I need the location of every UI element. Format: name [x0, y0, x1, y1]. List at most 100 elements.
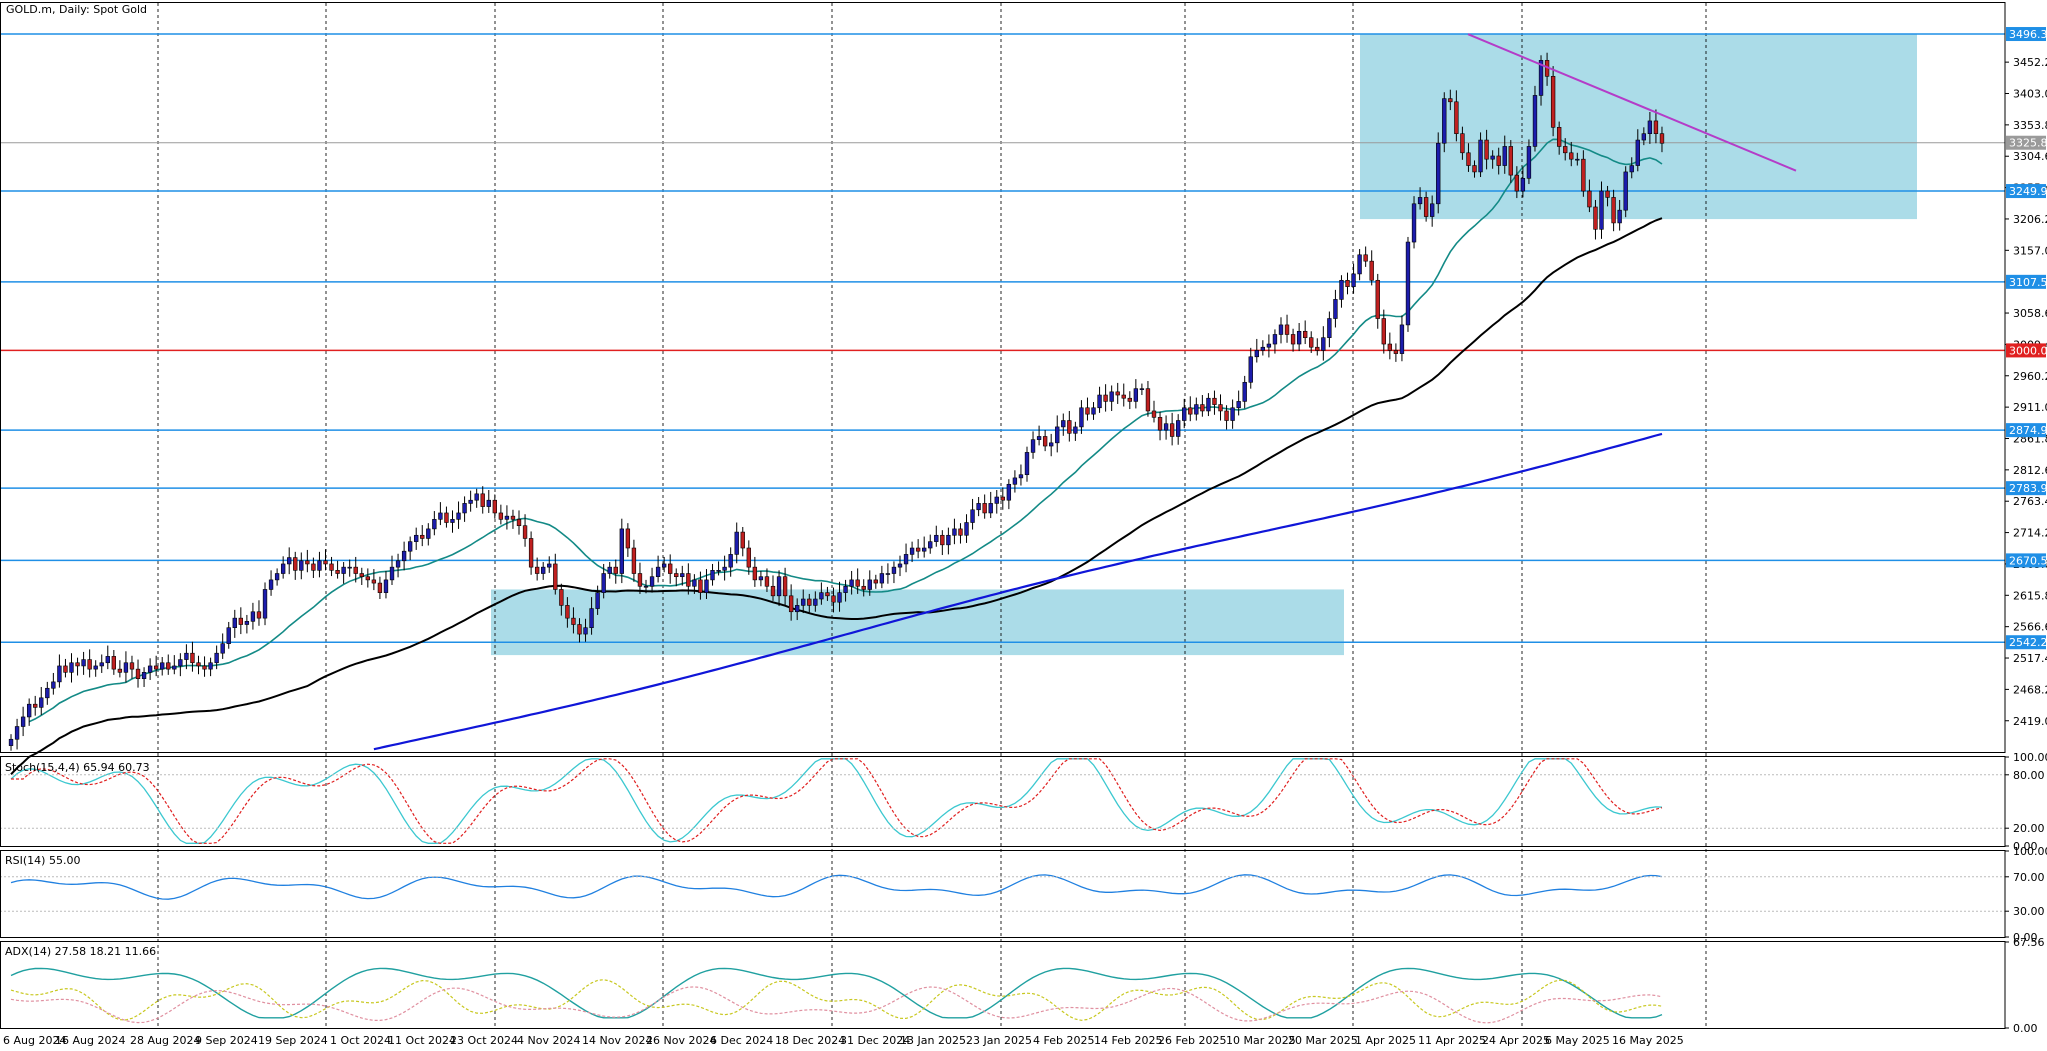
candle-body[interactable]: [946, 534, 951, 546]
candle-body[interactable]: [63, 665, 68, 673]
candle-body[interactable]: [1502, 146, 1507, 166]
candle-body[interactable]: [262, 589, 268, 619]
candle-body[interactable]: [1030, 439, 1036, 453]
candle-body[interactable]: [795, 605, 800, 613]
candle-body[interactable]: [1145, 388, 1151, 412]
candle-body[interactable]: [456, 512, 461, 520]
candle-body[interactable]: [287, 557, 292, 565]
candle-body[interactable]: [1429, 203, 1435, 217]
candle-body[interactable]: [1194, 404, 1199, 415]
candle-body[interactable]: [1296, 330, 1302, 345]
candle-body[interactable]: [377, 582, 383, 593]
candle-body[interactable]: [1284, 324, 1290, 335]
candle-body[interactable]: [1200, 404, 1205, 412]
candle-body[interactable]: [486, 499, 491, 507]
candle-body[interactable]: [196, 662, 201, 667]
candle-body[interactable]: [426, 528, 431, 539]
candle-body[interactable]: [607, 566, 612, 574]
candle-body[interactable]: [39, 697, 44, 708]
candle-body[interactable]: [728, 554, 733, 568]
candle-body[interactable]: [595, 592, 600, 609]
candle-body[interactable]: [819, 592, 824, 600]
candle-body[interactable]: [160, 662, 165, 670]
candle-body[interactable]: [244, 621, 250, 625]
candle-body[interactable]: [909, 547, 915, 555]
candle-body[interactable]: [752, 566, 758, 581]
candle-body[interactable]: [498, 512, 504, 520]
candle-body[interactable]: [1097, 394, 1102, 409]
candle-body[interactable]: [831, 595, 836, 603]
candle-body[interactable]: [668, 563, 673, 574]
candle-body[interactable]: [1472, 165, 1477, 173]
candle-body[interactable]: [1478, 139, 1483, 173]
candle-body[interactable]: [613, 566, 618, 574]
candle-body[interactable]: [1109, 391, 1114, 402]
candle-body[interactable]: [952, 528, 957, 536]
candle-body[interactable]: [843, 585, 848, 593]
candle-body[interactable]: [1629, 165, 1634, 173]
candle-body[interactable]: [1647, 120, 1653, 134]
candle-body[interactable]: [1611, 197, 1616, 224]
candle-body[interactable]: [1363, 254, 1368, 262]
candle-body[interactable]: [776, 576, 782, 597]
candle-body[interactable]: [256, 611, 262, 619]
candle-body[interactable]: [75, 662, 80, 667]
candle-body[interactable]: [45, 687, 50, 699]
candle-body[interactable]: [1556, 127, 1562, 147]
candle-body[interactable]: [1000, 496, 1005, 501]
candle-body[interactable]: [891, 566, 897, 574]
candle-body[interactable]: [637, 573, 643, 587]
candle-body[interactable]: [383, 579, 389, 593]
candle-body[interactable]: [970, 509, 975, 523]
candle-body[interactable]: [740, 531, 745, 549]
candle-body[interactable]: [1127, 397, 1132, 402]
candle-body[interactable]: [1599, 190, 1604, 230]
candle-body[interactable]: [238, 617, 244, 625]
candle-body[interactable]: [353, 566, 358, 574]
candle-body[interactable]: [1061, 420, 1066, 428]
candle-body[interactable]: [1563, 146, 1568, 154]
candle-body[interactable]: [226, 627, 231, 644]
candle-body[interactable]: [1460, 133, 1465, 154]
candle-body[interactable]: [359, 573, 364, 578]
candle-body[interactable]: [855, 579, 860, 587]
price-candles[interactable]: [8, 52, 1665, 751]
candle-body[interactable]: [1303, 330, 1308, 338]
candle-body[interactable]: [8, 738, 14, 746]
candle-body[interactable]: [746, 547, 751, 568]
candle-body[interactable]: [323, 560, 328, 565]
candle-body[interactable]: [51, 681, 56, 689]
candle-body[interactable]: [1242, 381, 1247, 402]
candle-body[interactable]: [1550, 76, 1556, 128]
candle-body[interactable]: [516, 519, 522, 527]
candle-body[interactable]: [1393, 350, 1399, 354]
candle-body[interactable]: [782, 576, 788, 597]
candle-body[interactable]: [879, 573, 885, 584]
candle-body[interactable]: [1024, 452, 1030, 476]
candle-body[interactable]: [123, 662, 129, 673]
candle-body[interactable]: [293, 557, 298, 571]
candle-body[interactable]: [1575, 158, 1580, 161]
candle-body[interactable]: [1448, 98, 1453, 103]
candle-body[interactable]: [643, 585, 649, 588]
candle-body[interactable]: [958, 528, 963, 536]
candle-body[interactable]: [1091, 407, 1096, 415]
candle-body[interactable]: [1103, 394, 1108, 402]
candle-body[interactable]: [1496, 155, 1501, 166]
candle-body[interactable]: [1278, 324, 1284, 335]
candle-body[interactable]: [1176, 420, 1181, 437]
candle-body[interactable]: [1351, 273, 1356, 287]
candle-body[interactable]: [1417, 197, 1423, 205]
candle-body[interactable]: [1260, 346, 1266, 351]
candle-body[interactable]: [1139, 388, 1145, 390]
candle-body[interactable]: [1375, 279, 1380, 319]
candle-body[interactable]: [680, 573, 685, 578]
candle-body[interactable]: [1333, 299, 1338, 319]
candle-body[interactable]: [1405, 241, 1411, 326]
candle-body[interactable]: [1151, 410, 1157, 418]
candle-body[interactable]: [450, 519, 455, 523]
candle-body[interactable]: [1593, 206, 1598, 230]
candle-body[interactable]: [873, 579, 878, 584]
candle-body[interactable]: [178, 659, 183, 667]
candle-body[interactable]: [1248, 356, 1253, 383]
